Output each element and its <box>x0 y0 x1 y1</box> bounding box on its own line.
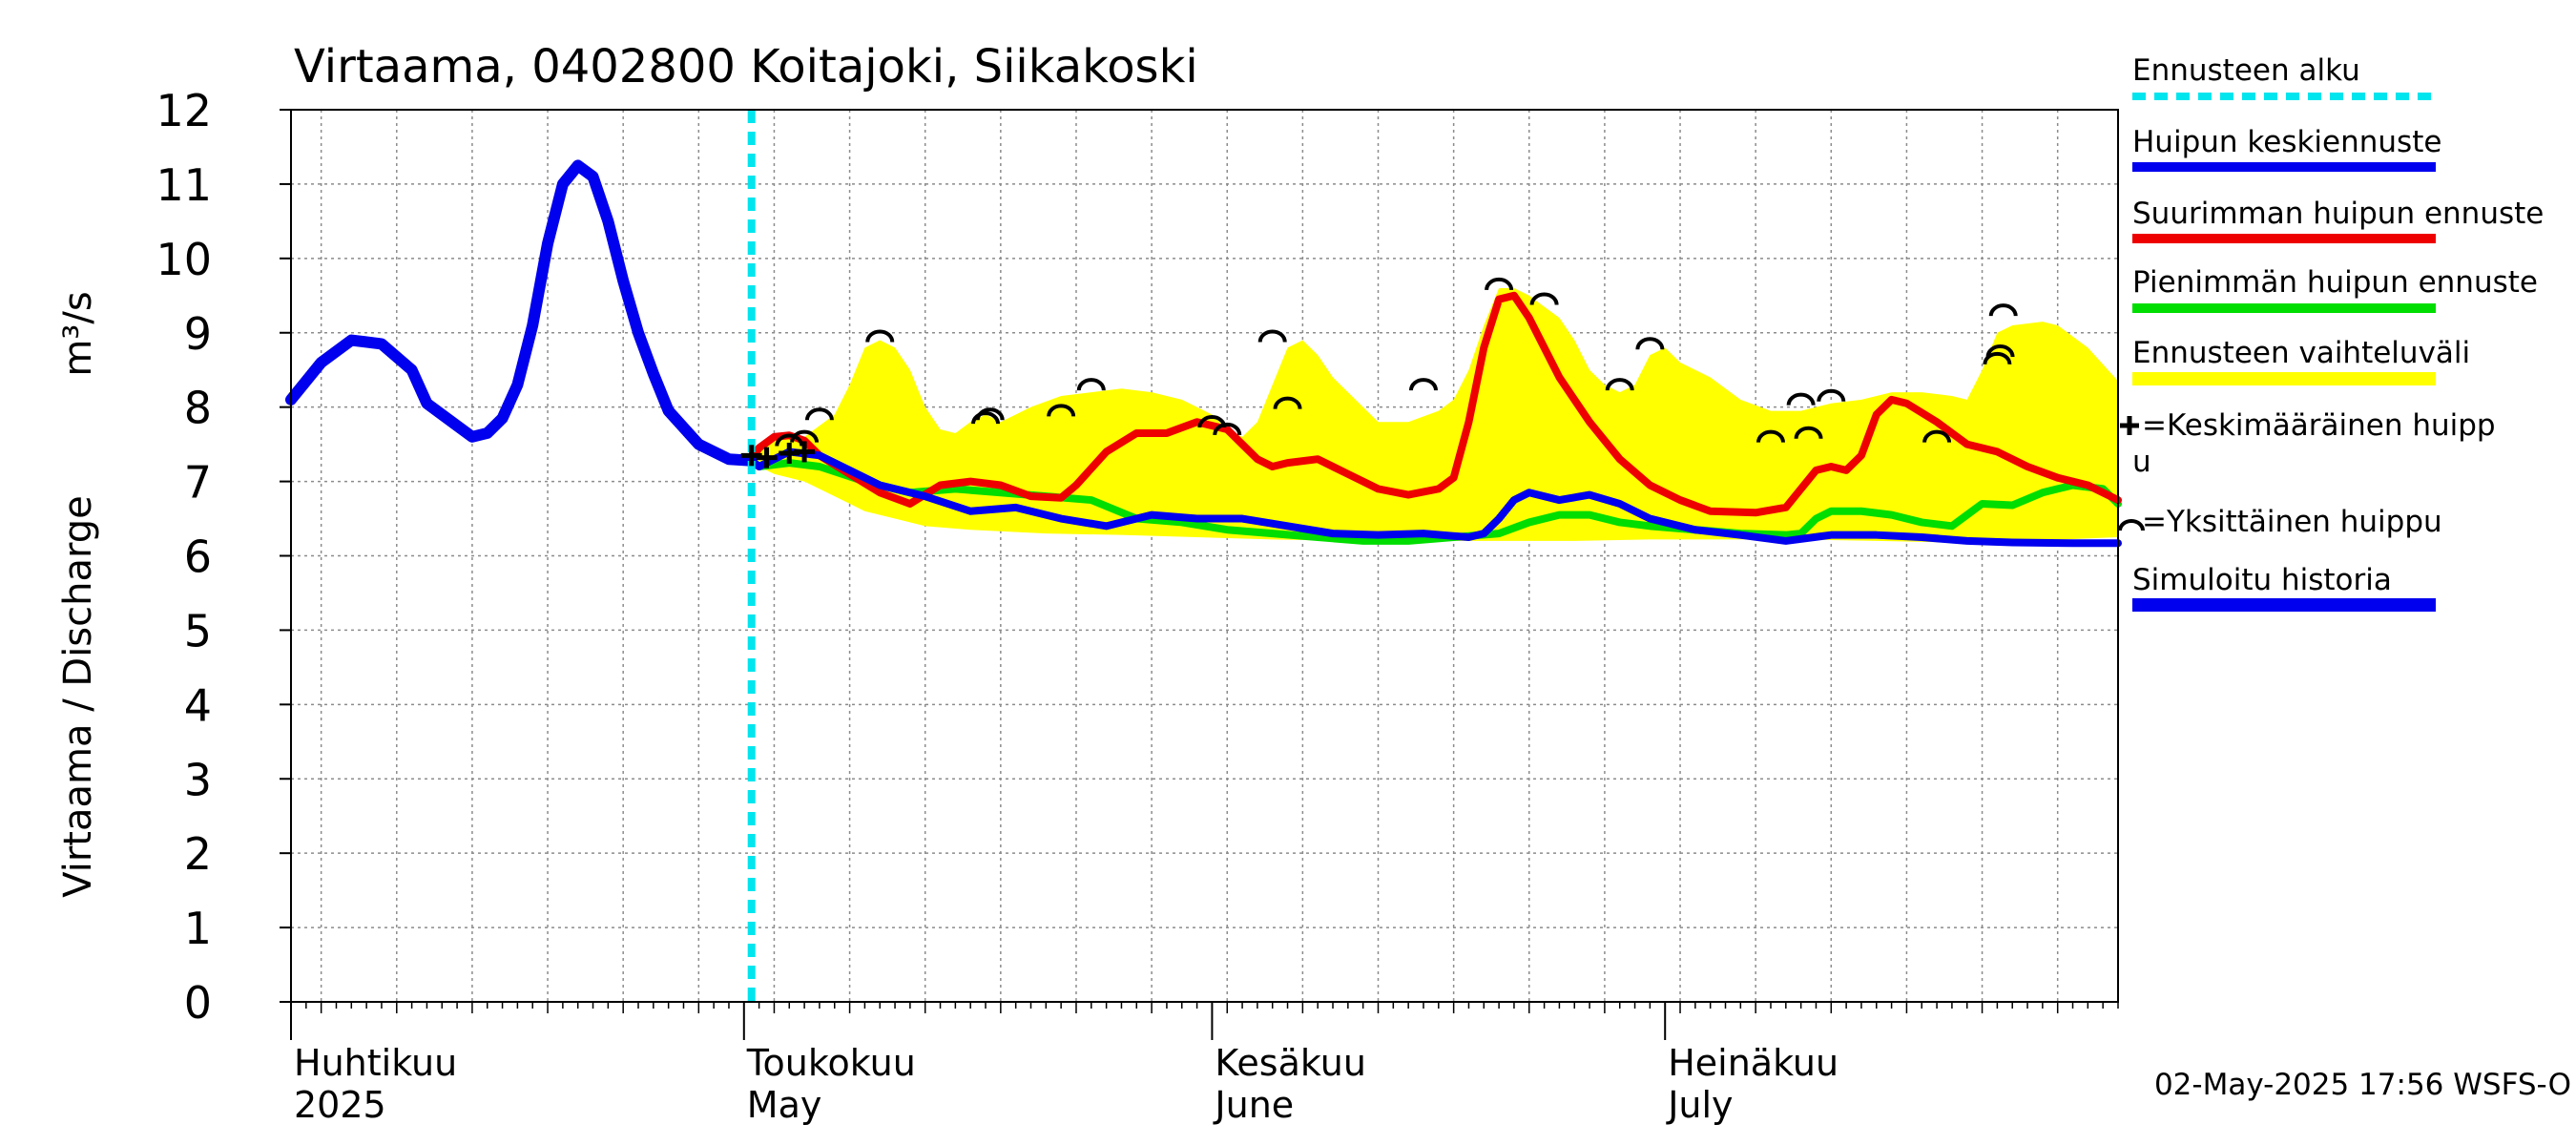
single-peak-marker <box>1485 277 1514 291</box>
month-label-sub: 2025 <box>294 1084 386 1126</box>
chart-title: Virtaama, 0402800 Koitajoki, Siikakoski <box>294 40 1198 94</box>
y-tick-label: 9 <box>184 308 212 360</box>
forecast-range-band <box>751 288 2119 543</box>
y-tick-label: 10 <box>156 234 212 285</box>
y-tick-label: 8 <box>184 383 212 434</box>
month-label: Kesäkuu <box>1215 1042 1366 1084</box>
x-axis-ticks <box>290 1002 2119 1040</box>
single-peak-marker <box>1786 392 1816 406</box>
legend-range-label: Ennusteen vaihteluväli <box>2132 336 2470 370</box>
single-peak-marker <box>975 407 1005 421</box>
legend-single-peak-label: =Yksittäinen huippu <box>2142 505 2442 539</box>
average-peaks <box>740 441 816 468</box>
single-peak-marker <box>865 329 895 343</box>
single-peak-marker <box>1755 429 1785 443</box>
legend-avg-peak-label-cont: u <box>2132 445 2151 479</box>
single-peak-marker <box>1529 292 1559 305</box>
single-peak-marker <box>1794 426 1823 439</box>
single-peak-marker <box>1076 378 1106 391</box>
single-peak-marker <box>790 429 820 443</box>
month-label: Toukokuu <box>746 1042 916 1084</box>
y-tick-label: 1 <box>184 903 212 954</box>
legend-avg-peak-icon <box>2120 416 2139 435</box>
single-peak-marker <box>1408 378 1438 391</box>
mean-peak-forecast-line <box>747 448 2122 548</box>
legend-single-peak-icon <box>2118 519 2145 531</box>
single-peak-marker <box>804 407 834 421</box>
month-label-sub: July <box>1666 1084 1733 1126</box>
y-axis-unit: m³/s <box>56 291 100 376</box>
y-tick-label: 5 <box>184 605 212 656</box>
month-label: Heinäkuu <box>1668 1042 1839 1084</box>
max-peak-forecast-line <box>747 291 2122 517</box>
legend-avg-peak-label: =Keskimääräinen huipp <box>2142 408 2496 443</box>
y-tick-label: 11 <box>156 159 212 211</box>
single-peak-marker <box>775 433 804 447</box>
legend: Ennusteen alku Huipun keskiennuste Suuri… <box>2118 53 2544 612</box>
y-tick-label: 7 <box>184 457 212 509</box>
month-label: Huhtikuu <box>294 1042 457 1084</box>
y-tick-label: 2 <box>184 828 212 880</box>
single-peak-marker <box>1605 378 1634 391</box>
single-peak-marker <box>1985 344 2015 358</box>
single-peak-marker <box>1257 329 1287 343</box>
single-peaks <box>775 277 2018 447</box>
plot-background <box>291 110 2118 1002</box>
legend-min-label: Pienimmän huipun ennuste <box>2132 265 2538 300</box>
simulated-history-line <box>285 159 758 467</box>
legend-max-label: Suurimman huipun ennuste <box>2132 197 2544 231</box>
single-peak-marker <box>1273 396 1302 409</box>
single-peak-marker <box>1922 429 1952 443</box>
single-peak-marker <box>1213 422 1242 436</box>
y-tick-label: 0 <box>184 977 212 1029</box>
legend-mean-label: Huipun keskiennuste <box>2132 125 2441 159</box>
min-peak-forecast-line <box>747 456 2122 545</box>
month-label-sub: June <box>1213 1084 1294 1126</box>
month-label-sub: May <box>747 1084 822 1126</box>
single-peak-marker <box>1047 404 1076 417</box>
y-tick-label: 6 <box>184 531 212 583</box>
y-tick-label: 3 <box>184 754 212 805</box>
y-tick-label: 12 <box>156 85 212 136</box>
legend-history-label: Simuloitu historia <box>2132 563 2392 597</box>
single-peak-marker <box>1635 337 1665 350</box>
single-peak-marker <box>1988 303 2018 317</box>
single-peak-marker <box>971 411 1001 425</box>
y-tick-label: 4 <box>184 679 212 731</box>
y-axis-label: Virtaama / Discharge <box>56 495 100 897</box>
legend-forecast-start-label: Ennusteen alku <box>2132 53 2360 88</box>
single-peak-marker <box>1983 351 2012 365</box>
single-peak-marker <box>1817 388 1846 403</box>
timestamp: 02-May-2025 17:56 WSFS-O <box>2154 1068 2571 1102</box>
